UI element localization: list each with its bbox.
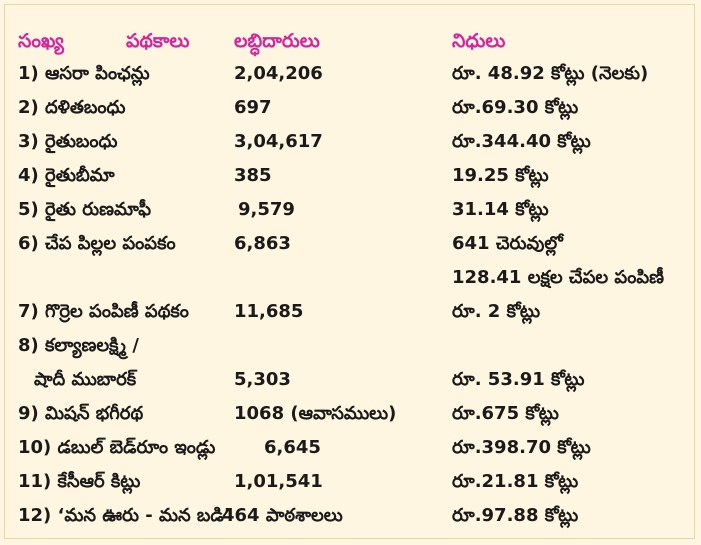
- scheme-cell: 3) రైతుబంధు: [18, 131, 118, 152]
- funds-cell: రూ.21.81 కోట్లు: [452, 471, 579, 492]
- table-frame: [4, 4, 695, 539]
- table-row: 1) ఆసరా పింఛన్లు 2,04,206 రూ. 48.92 కోట్…: [0, 57, 701, 91]
- funds-cell: రూ.344.40 కోట్లు: [452, 131, 591, 152]
- funds-cell: రూ. 53.91 కోట్లు: [452, 369, 585, 390]
- funds-cell: రూ. 2 కోట్లు: [452, 301, 541, 322]
- funds-cell: 128.41 లక్షల చేపల పంపిణీ: [452, 267, 665, 288]
- funds-cell: 31.14 కోట్లు: [452, 199, 549, 220]
- table-row: 6) చేప పిల్లల పంపకం 6,863 641 చెరువుల్లో: [0, 227, 701, 261]
- beneficiaries-cell: 5,303: [234, 369, 291, 390]
- beneficiaries-cell: 464 పాఠశాలలు: [222, 505, 343, 526]
- table-row: 10) డబుల్ బెడ్‌రూం ఇండ్లు 6,645 రూ.398.7…: [0, 431, 701, 465]
- scheme-cell: 7) గొర్రెల పంపిణీ పథకం: [18, 301, 189, 322]
- funds-cell: రూ.97.88 కోట్లు: [452, 505, 579, 526]
- header-index: సంఖ్య: [18, 30, 64, 52]
- funds-cell: 19.25 కోట్లు: [452, 165, 549, 186]
- scheme-cell: 5) రైతు రుణమాఫీ: [18, 199, 152, 220]
- table-row: 3) రైతుబంధు 3,04,617 రూ.344.40 కోట్లు: [0, 125, 701, 159]
- beneficiaries-cell: 697: [234, 97, 272, 118]
- scheme-cell: 2) దళితబంధు: [18, 97, 126, 118]
- table-row: 12) ‘మన ఊరు - మన బడి’ 464 పాఠశాలలు రూ.97…: [0, 499, 701, 533]
- funds-cell: రూ.398.70 కోట్లు: [452, 437, 591, 458]
- funds-cell: రూ.675 కోట్లు: [452, 403, 559, 424]
- beneficiaries-cell: 11,685: [234, 301, 304, 322]
- table-header: సంఖ్య పథకాలు లబ్ధిదారులు నిధులు: [0, 24, 701, 58]
- funds-cell: రూ.69.30 కోట్లు: [452, 97, 579, 118]
- funds-cell: 641 చెరువుల్లో: [452, 233, 563, 254]
- beneficiaries-cell: 1,01,541: [234, 471, 323, 492]
- beneficiaries-cell: 3,04,617: [234, 131, 323, 152]
- table-row: 7) గొర్రెల పంపిణీ పథకం 11,685 రూ. 2 కోట్…: [0, 295, 701, 329]
- table-row: షాదీ ముబారక్ 5,303 రూ. 53.91 కోట్లు: [0, 363, 701, 397]
- beneficiaries-cell: 6,645: [264, 437, 321, 458]
- scheme-cell: 8) కల్యాణలక్ష్మి /: [18, 335, 139, 356]
- beneficiaries-cell: 9,579: [238, 199, 295, 220]
- scheme-cell: 9) మిషన్ భగీరథ: [18, 403, 144, 424]
- table-row: 11) కేసీఆర్ కిట్లు 1,01,541 రూ.21.81 కోట…: [0, 465, 701, 499]
- header-beneficiaries: లబ్ధిదారులు: [234, 30, 320, 52]
- table-row: 4) రైతుబీమా 385 19.25 కోట్లు: [0, 159, 701, 193]
- scheme-cell: 1) ఆసరా పింఛన్లు: [18, 63, 150, 84]
- beneficiaries-cell: 1068 (ఆవాసములు): [234, 403, 397, 424]
- beneficiaries-cell: 6,863: [234, 233, 291, 254]
- table-row: 2) దళితబంధు 697 రూ.69.30 కోట్లు: [0, 91, 701, 125]
- table-row: 8) కల్యాణలక్ష్మి /: [0, 329, 701, 363]
- funds-cell: రూ. 48.92 కోట్లు (నెలకు): [452, 63, 649, 84]
- scheme-cell: 12) ‘మన ఊరు - మన బడి’: [18, 505, 231, 526]
- beneficiaries-cell: 385: [234, 165, 272, 186]
- header-scheme: పథకాలు: [126, 30, 190, 52]
- header-funds: నిధులు: [452, 30, 506, 52]
- scheme-cell: 11) కేసీఆర్ కిట్లు: [18, 471, 141, 492]
- scheme-cell: 10) డబుల్ బెడ్‌రూం ఇండ్లు: [18, 437, 216, 458]
- beneficiaries-cell: 2,04,206: [234, 63, 323, 84]
- scheme-cell: షాదీ ముబారక్: [34, 369, 137, 390]
- table-row: 9) మిషన్ భగీరథ 1068 (ఆవాసములు) రూ.675 కో…: [0, 397, 701, 431]
- table-row: 128.41 లక్షల చేపల పంపిణీ: [0, 261, 701, 295]
- scheme-cell: 4) రైతుబీమా: [18, 165, 115, 186]
- table-row: 5) రైతు రుణమాఫీ 9,579 31.14 కోట్లు: [0, 193, 701, 227]
- scheme-cell: 6) చేప పిల్లల పంపకం: [18, 233, 176, 254]
